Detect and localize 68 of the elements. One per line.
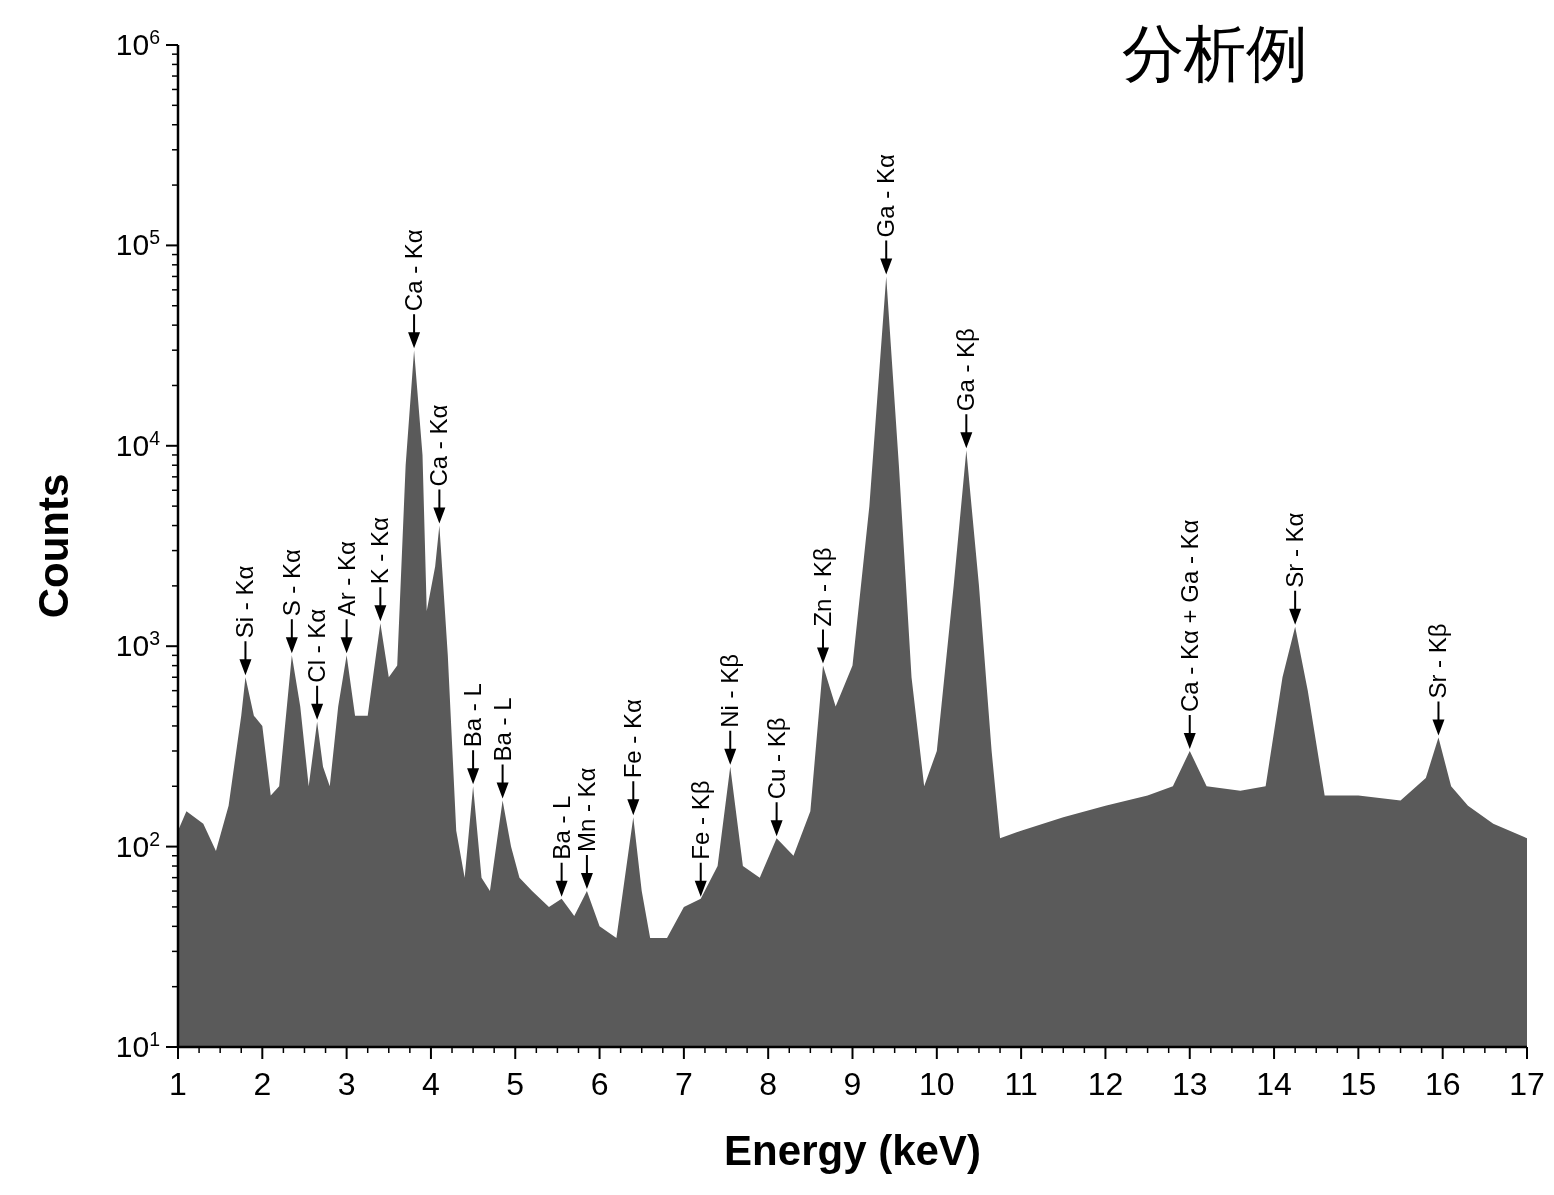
annotation: Ga - Kα xyxy=(872,154,900,238)
x-tick-label: 11 xyxy=(1004,1066,1038,1102)
annotation-arrow: S - Kα xyxy=(277,549,305,654)
annotation-arrow: Ca - Kα xyxy=(400,229,428,349)
annotation: K - Kα xyxy=(366,517,394,585)
annotation: Sr - Kβ xyxy=(1424,623,1452,699)
annotation-arrow: Ga - Kβ xyxy=(952,328,980,449)
x-axis-title: Energy (keV) xyxy=(724,1127,981,1174)
annotation-arrow: Fe - Kβ xyxy=(686,780,714,897)
annotation-arrow: Ar - Kα xyxy=(332,541,360,654)
y-tick-label: 10$^{2}$ xyxy=(115,827,160,863)
y-tick-label: 10$^{5}$ xyxy=(115,226,161,262)
annotation-arrow: Ca - Kα + Ga - Kα xyxy=(1175,519,1203,749)
annotation-arrow: Si - Kα xyxy=(231,565,259,676)
annotation-arrow: Sr - Kβ xyxy=(1424,623,1452,736)
annotation: Ga - Kβ xyxy=(952,328,980,412)
annotation: Ba - L xyxy=(547,795,575,860)
annotation: Cu - Kβ xyxy=(762,717,790,800)
annotation: Cl - Kα xyxy=(303,608,331,683)
annotation-arrow: Ca - Kα xyxy=(425,404,453,524)
x-tick-label: 9 xyxy=(843,1066,862,1102)
x-tick-label: 7 xyxy=(674,1066,693,1102)
y-tick-label: 10$^{6}$ xyxy=(115,26,160,61)
x-tick-label: 1 xyxy=(169,1066,187,1102)
x-tick-label: 17 xyxy=(1509,1066,1545,1102)
annotation-arrow: Cl - Kα xyxy=(303,608,331,720)
x-tick-label: 13 xyxy=(1171,1066,1208,1102)
x-tick-label: 3 xyxy=(337,1066,356,1102)
annotation: Ba - L xyxy=(459,683,487,748)
y-tick-label: 10$^{1}$ xyxy=(115,1028,160,1063)
x-tick-label: 4 xyxy=(422,1066,440,1102)
annotation: Ba - L xyxy=(488,697,516,762)
annotation-arrow: Zn - Kβ xyxy=(809,547,836,664)
annotation-arrow: Cu - Kβ xyxy=(762,717,790,837)
x-tick-label: 12 xyxy=(1087,1066,1124,1102)
x-tick-label: 2 xyxy=(253,1066,272,1102)
annotation-arrow: Ga - Kα xyxy=(872,154,900,275)
annotation: Ca - Kα xyxy=(425,404,453,487)
y-tick-label: 10$^{3}$ xyxy=(115,627,160,663)
x-tick-label: 6 xyxy=(590,1066,609,1102)
annotation: Fe - Kβ xyxy=(686,780,714,860)
x-tick-label: 14 xyxy=(1256,1066,1292,1102)
y-tick-label: 10$^{4}$ xyxy=(115,426,161,462)
chart-title: 分析例 xyxy=(1122,17,1308,90)
annotation-arrow: K - Kα xyxy=(366,517,394,622)
annotation: Zn - Kβ xyxy=(808,547,836,627)
annotation: Ca - Kα xyxy=(400,229,428,312)
x-tick-label: 16 xyxy=(1424,1066,1461,1102)
annotation: Fe - Kα xyxy=(619,698,647,779)
x-tick-label: 10 xyxy=(919,1066,955,1102)
x-tick-label: 15 xyxy=(1340,1066,1377,1102)
annotation-arrow: Sr - Kα xyxy=(1281,512,1309,625)
annotation: Ar - Kα xyxy=(332,541,360,617)
annotation: Mn - Kα xyxy=(572,767,600,853)
y-axis-title: Counts xyxy=(30,473,77,619)
annotation-arrow: Mn - Kα xyxy=(572,767,600,890)
annotation: Ni - Kβ xyxy=(716,654,744,728)
annotation: S - Kα xyxy=(277,549,305,617)
annotation: Si - Kα xyxy=(231,565,259,639)
annotation: Ca - Kα + Ga - Kα xyxy=(1175,519,1203,712)
annotation-arrow: Ba - L xyxy=(459,683,487,785)
annotation-arrow: Ba - L xyxy=(547,795,575,897)
annotation: Sr - Kα xyxy=(1281,512,1309,588)
x-tick-label: 8 xyxy=(759,1066,778,1102)
annotation-arrow: Fe - Kα xyxy=(619,699,647,816)
annotation-arrow: Ba - L xyxy=(488,697,516,799)
x-tick-label: 5 xyxy=(506,1066,525,1102)
annotation-arrow: Ni - Kβ xyxy=(716,654,744,765)
